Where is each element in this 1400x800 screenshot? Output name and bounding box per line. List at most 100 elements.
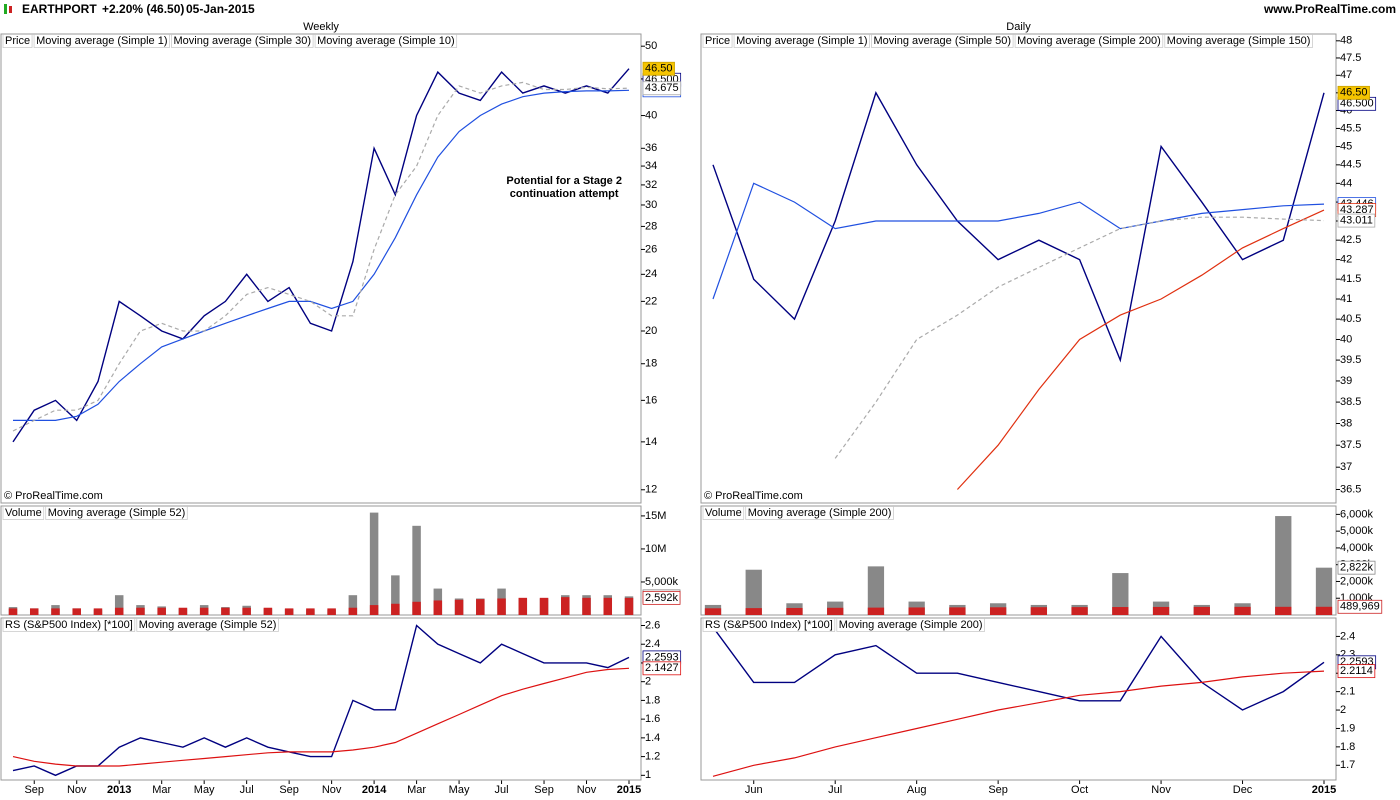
volume-bar <box>369 512 379 615</box>
y-tick-label: 36.5 <box>1340 483 1361 495</box>
watermark: © ProRealTime.com <box>704 490 803 502</box>
label-box <box>2 506 45 520</box>
volume-bar <box>1275 606 1292 615</box>
x-tick-label: Nov <box>577 784 597 796</box>
label: 2.2114 <box>1340 665 1373 677</box>
y-tick-label: 24 <box>645 268 657 280</box>
change: +2.20% (46.50) <box>102 2 184 16</box>
label-box <box>45 506 188 520</box>
x-tick-label: Sep <box>534 784 554 796</box>
label-box <box>702 34 733 48</box>
label: Price <box>705 35 730 47</box>
x-tick-label: Jul <box>828 784 842 796</box>
y-tick-label: 22 <box>645 295 657 307</box>
volume-bar <box>242 607 251 615</box>
label-box <box>1014 34 1164 48</box>
volume-bar <box>412 601 421 615</box>
label-box <box>1337 213 1376 228</box>
label-box <box>136 618 279 632</box>
label: Volume <box>5 507 42 519</box>
y-tick-label: 42 <box>1340 253 1352 265</box>
label: 2.2593 <box>645 651 679 663</box>
label: 43.675 <box>645 82 679 94</box>
x-tick-label: Jul <box>495 784 509 796</box>
y-tick-label: 20 <box>645 325 657 337</box>
icon <box>9 6 12 13</box>
label-box <box>1337 599 1383 614</box>
label: Moving average (Simple 52) <box>48 507 186 519</box>
volume-bar <box>199 607 209 615</box>
volume-bar <box>93 608 103 615</box>
plot <box>12 68 630 443</box>
y-tick-label: 39.5 <box>1340 354 1361 366</box>
label-box <box>1337 85 1370 100</box>
y-tick-label: 4,000k <box>1340 542 1374 554</box>
label-box <box>871 34 1014 48</box>
y-tick-label: 6,000k <box>1340 508 1374 520</box>
date: 05-Jan-2015 <box>186 2 255 16</box>
label-box <box>642 81 682 96</box>
series-line <box>13 89 630 421</box>
x-tick-label: Nov <box>322 784 342 796</box>
series-line <box>834 216 1325 459</box>
x-tick-label: Dec <box>1233 784 1253 796</box>
label-box <box>702 506 745 520</box>
label: Moving average (Simple 200) <box>748 507 892 519</box>
label: 2,592k <box>645 592 679 604</box>
label: Moving average (Simple 200) <box>1017 35 1161 47</box>
volume-bar <box>1315 606 1333 615</box>
label: 46.500 <box>1340 98 1374 110</box>
y-tick-label: 48 <box>1340 35 1352 47</box>
y-tick-label: 34 <box>645 160 657 172</box>
y-tick-label: 5,000k <box>1340 525 1374 537</box>
series-line <box>712 91 1325 363</box>
series-line <box>12 624 630 777</box>
volume-bar <box>1234 606 1251 615</box>
volume-bar <box>561 597 570 615</box>
annotation: continuation attempt <box>510 188 619 200</box>
volume-bar <box>704 608 722 615</box>
series-line <box>712 670 1325 777</box>
volume-bar <box>1112 573 1129 615</box>
plot <box>12 624 630 777</box>
label-box <box>2 34 33 48</box>
volume-bar <box>136 607 145 615</box>
y-tick-label: 32 <box>645 179 657 191</box>
y-tick-label: 42.5 <box>1340 234 1361 246</box>
y-tick-label: 36 <box>645 142 657 154</box>
y-tick-label: 38 <box>1340 417 1352 429</box>
y-tick-label: 50 <box>645 40 657 52</box>
x-tick-label: 2013 <box>107 784 131 796</box>
plot <box>704 516 1333 615</box>
label: Moving average (Simple 10) <box>317 35 455 47</box>
label: 46.50 <box>1340 87 1368 99</box>
y-tick-label: 44 <box>1340 177 1352 189</box>
volume-bar <box>1275 516 1292 615</box>
label-box <box>2 618 136 632</box>
label: Moving average (Simple 50) <box>874 35 1012 47</box>
volume-bar <box>306 608 315 615</box>
y-tick-label: 18 <box>645 358 657 370</box>
volume-bar <box>178 607 188 615</box>
label: Price <box>5 35 30 47</box>
volume-bar <box>989 607 1007 615</box>
volume-bar <box>603 597 613 615</box>
x-tick-label: Sep <box>988 784 1008 796</box>
y-tick-label: 1.9 <box>1340 722 1355 734</box>
y-tick-label: 40 <box>1340 333 1352 345</box>
volume-bar <box>433 600 443 615</box>
volume-bar <box>1315 567 1333 615</box>
x-tick-label: Sep <box>279 784 299 796</box>
volume-bar <box>745 569 762 615</box>
x-tick-label: 2014 <box>362 784 387 796</box>
y-tick-label: 47.5 <box>1340 52 1361 64</box>
x-tick-label: Mar <box>152 784 171 796</box>
y-tick-label: 40.5 <box>1340 313 1361 325</box>
panel-frame <box>700 617 1337 781</box>
volume-bar <box>949 607 966 615</box>
y-tick-label: 30 <box>645 199 657 211</box>
volume-bar <box>391 575 400 615</box>
y-tick-label: 1.8 <box>645 694 660 706</box>
